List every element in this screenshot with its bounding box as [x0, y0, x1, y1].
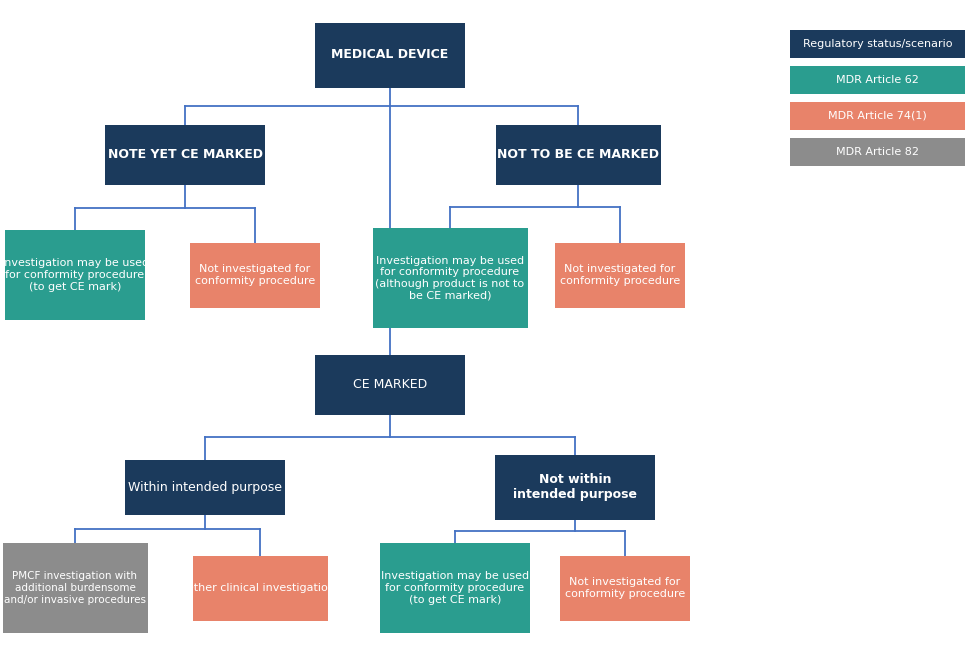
Text: Within intended purpose: Within intended purpose: [128, 480, 282, 494]
FancyBboxPatch shape: [495, 125, 660, 185]
Text: Regulatory status/scenario: Regulatory status/scenario: [803, 39, 953, 49]
Text: NOT TO BE CE MARKED: NOT TO BE CE MARKED: [497, 149, 659, 161]
Text: Other clinical investigation: Other clinical investigation: [185, 583, 335, 593]
Text: MDR Article 62: MDR Article 62: [836, 75, 919, 85]
Text: Investigation may be used
for conformity procedure
(to get CE mark): Investigation may be used for conformity…: [381, 572, 530, 604]
FancyBboxPatch shape: [495, 454, 655, 520]
FancyBboxPatch shape: [560, 556, 690, 620]
FancyBboxPatch shape: [315, 355, 465, 415]
Text: CE MARKED: CE MARKED: [353, 378, 427, 392]
FancyBboxPatch shape: [790, 102, 965, 130]
FancyBboxPatch shape: [555, 243, 685, 307]
Text: PMCF investigation with
additional burdensome
and/or invasive procedures: PMCF investigation with additional burde…: [4, 572, 146, 604]
FancyBboxPatch shape: [790, 30, 965, 58]
Text: Investigation may be used
for conformity procedure
(to get CE mark): Investigation may be used for conformity…: [1, 258, 149, 291]
FancyBboxPatch shape: [790, 66, 965, 94]
FancyBboxPatch shape: [372, 228, 528, 328]
FancyBboxPatch shape: [3, 543, 148, 633]
FancyBboxPatch shape: [790, 138, 965, 166]
Text: Not investigated for
conformity procedure: Not investigated for conformity procedur…: [565, 577, 685, 599]
FancyBboxPatch shape: [380, 543, 530, 633]
Text: Not investigated for
conformity procedure: Not investigated for conformity procedur…: [560, 264, 680, 285]
FancyBboxPatch shape: [315, 23, 465, 87]
Text: MEDICAL DEVICE: MEDICAL DEVICE: [331, 49, 448, 61]
Text: MDR Article 74(1): MDR Article 74(1): [828, 111, 927, 121]
FancyBboxPatch shape: [5, 230, 145, 320]
Text: NOTE YET CE MARKED: NOTE YET CE MARKED: [107, 149, 263, 161]
Text: Not investigated for
conformity procedure: Not investigated for conformity procedur…: [194, 264, 316, 285]
Text: Investigation may be used
for conformity procedure
(although product is not to
b: Investigation may be used for conformity…: [375, 255, 525, 300]
FancyBboxPatch shape: [192, 556, 327, 620]
FancyBboxPatch shape: [125, 460, 285, 514]
FancyBboxPatch shape: [105, 125, 265, 185]
Text: Not within
intended purpose: Not within intended purpose: [513, 473, 637, 501]
FancyBboxPatch shape: [190, 243, 320, 307]
Text: MDR Article 82: MDR Article 82: [836, 147, 919, 157]
